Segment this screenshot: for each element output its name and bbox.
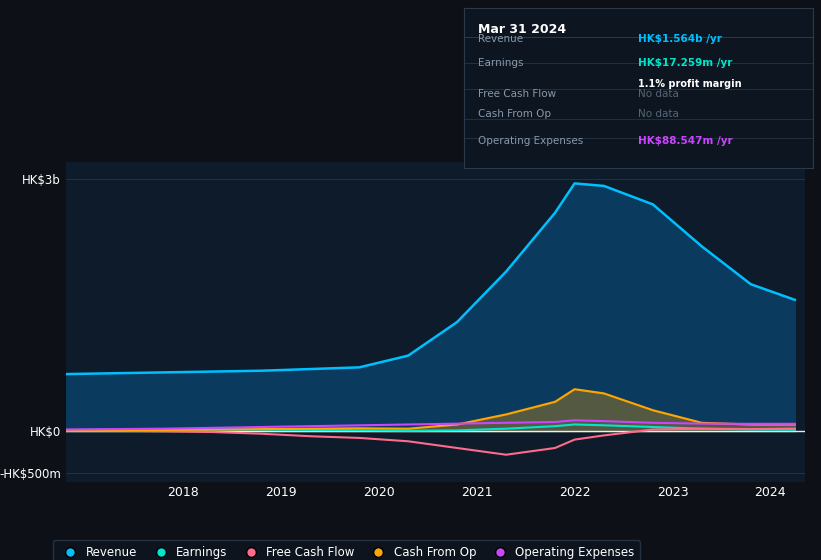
- Text: HK$1.564b /yr: HK$1.564b /yr: [639, 34, 722, 44]
- Text: Operating Expenses: Operating Expenses: [478, 136, 583, 146]
- Text: Free Cash Flow: Free Cash Flow: [478, 90, 556, 99]
- Text: No data: No data: [639, 90, 679, 99]
- Text: No data: No data: [639, 109, 679, 119]
- Legend: Revenue, Earnings, Free Cash Flow, Cash From Op, Operating Expenses: Revenue, Earnings, Free Cash Flow, Cash …: [53, 540, 640, 560]
- Text: HK$17.259m /yr: HK$17.259m /yr: [639, 58, 732, 68]
- Text: Earnings: Earnings: [478, 58, 523, 68]
- Text: Revenue: Revenue: [478, 34, 523, 44]
- Text: HK$88.547m /yr: HK$88.547m /yr: [639, 136, 733, 146]
- Text: 1.1% profit margin: 1.1% profit margin: [639, 79, 742, 89]
- Text: Cash From Op: Cash From Op: [478, 109, 551, 119]
- Text: Mar 31 2024: Mar 31 2024: [478, 23, 566, 36]
